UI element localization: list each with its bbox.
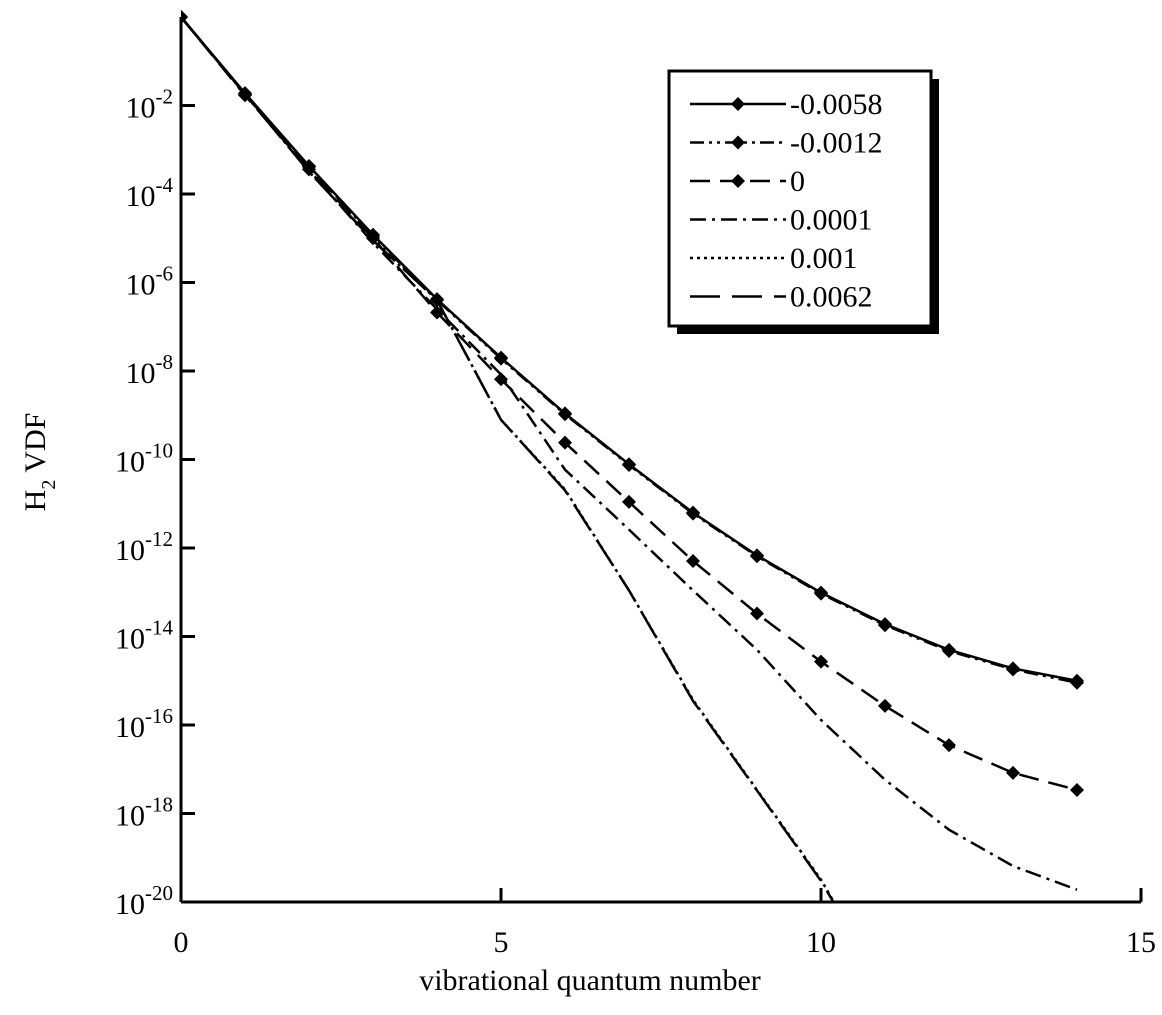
marker: [686, 553, 700, 568]
y-tick-label: 10-18: [115, 793, 173, 833]
marker: [366, 231, 380, 246]
marker: [1006, 765, 1020, 780]
plot-area: [181, 10, 1084, 902]
y-tick-label: 10-16: [115, 704, 173, 744]
marker: [814, 586, 828, 601]
y-tick-label: 10-6: [126, 262, 174, 302]
marker: [1006, 662, 1020, 677]
marker: [622, 494, 636, 509]
marker: [558, 435, 572, 450]
legend-label: -0.0012: [790, 127, 883, 160]
legend-label: 0: [790, 165, 805, 198]
y-tick-label: 10-2: [126, 85, 174, 125]
legend-label: 0.001: [790, 242, 858, 275]
marker: [814, 654, 828, 669]
y-tick-label: 10-12: [115, 527, 173, 567]
legend-label: 0.0062: [790, 281, 873, 314]
y-tick-label: 10-10: [115, 439, 173, 479]
marker: [942, 738, 956, 753]
x-tick-label: 15: [1126, 926, 1156, 959]
marker: [494, 351, 508, 366]
y-tick-label: 10-8: [126, 350, 174, 390]
marker: [750, 606, 764, 621]
x-tick-label: 10: [806, 926, 836, 959]
legend-label: 0.0001: [790, 204, 873, 237]
series-line: [181, 16, 1078, 682]
y-tick-label: 10-14: [115, 616, 173, 656]
series-line: [181, 16, 835, 902]
legend-box: [667, 69, 933, 328]
series-line: [181, 16, 1078, 891]
marker: [1070, 675, 1084, 690]
marker: [494, 372, 508, 387]
legend-marker: [731, 97, 745, 111]
x-tick-label: 5: [494, 926, 509, 959]
legend-marker: [731, 135, 745, 150]
y-tick-label: 10-4: [126, 173, 174, 213]
y-axis-label: H2 VDF: [19, 413, 60, 512]
series-line: [181, 16, 1078, 792]
x-axis-label: vibrational quantum number: [419, 964, 761, 997]
y-tick-label: 10-20: [115, 881, 173, 921]
marker: [1070, 782, 1084, 797]
x-tick-label: 0: [174, 926, 189, 959]
series-line: [181, 16, 1078, 684]
legend-label: -0.0058: [790, 88, 883, 121]
marker: [878, 698, 892, 713]
marker: [558, 407, 572, 422]
marker: [942, 644, 956, 659]
marker: [622, 458, 636, 473]
marker: [686, 506, 700, 521]
marker: [878, 618, 892, 633]
legend-marker: [731, 174, 745, 188]
marker: [750, 549, 764, 564]
